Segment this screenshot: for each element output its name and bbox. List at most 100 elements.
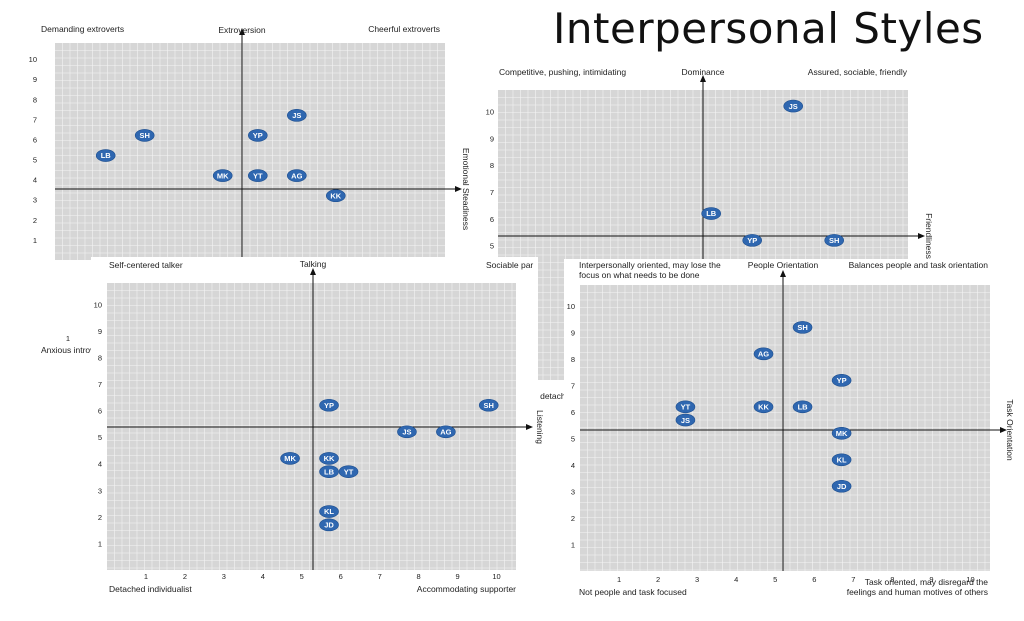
x-tick-label: 8 [890,575,894,584]
point-marker [212,169,233,182]
horizontal-axis-arrow [526,424,533,430]
data-point: JD [319,518,339,532]
point-marker [753,400,774,414]
y-tick-label: 9 [33,75,37,84]
y-tick-label: 8 [490,161,494,170]
point-label: SH [829,236,839,245]
x-tick-label: 5 [773,575,777,584]
x-tick-label: 5 [300,572,304,581]
y-tick-label: 7 [571,382,575,391]
vertical-axis-arrow [700,75,706,82]
data-point: JS [783,99,804,113]
corner-label-top-left: Competitive, pushing, intimidating [499,67,626,77]
corner-label-top-left: Interpersonally oriented, may lose the fo… [579,260,721,280]
corner-label-top-left: Demanding extroverts [41,24,124,34]
data-point: SH [792,321,813,334]
data-point: SH [478,398,499,412]
point-marker [319,398,339,412]
point-marker [319,465,339,478]
plot-area [580,285,990,571]
chart-talking: Talking Listening Self-centered talker Soci… [91,257,545,594]
y-tick-label: 4 [33,176,37,185]
corner-label-bottom-left: Detached individualist [109,584,192,594]
x-tick-label: 2 [183,572,187,581]
corner-label-bottom-left: Anxious introve [41,345,99,355]
y-tick-label: 5 [490,242,494,251]
y-tick-label: 6 [33,135,37,144]
x-tick-label: 4 [734,575,738,584]
horizontal-axis-arrow [918,233,925,239]
y-tick-label: 6 [571,408,575,417]
data-point: SH [824,234,845,247]
point-label: MK [217,171,229,180]
point-marker [286,109,307,122]
corner-label-top-right: Sociable par [486,260,533,270]
x-tick-label: 8 [417,572,421,581]
y-tick-label: 2 [98,513,102,522]
axis-top-label: Extroversion [218,25,266,35]
data-point: KL [319,505,339,518]
point-marker [701,207,722,220]
point-label: LB [798,403,809,412]
point-marker [397,425,417,439]
data-point: JS [397,425,417,439]
y-tick-label: 1 [98,539,102,548]
data-point: MK [212,169,233,182]
point-marker [792,400,813,414]
y-tick-label: 7 [33,115,37,124]
point-label: YP [747,236,757,245]
point-marker [824,234,845,247]
y-tick-label: 10 [94,300,102,309]
y-tick-label: 3 [33,196,37,205]
y-tick-label: 5 [98,433,102,442]
y-tick-label: 10 [29,55,37,64]
point-label: JS [789,102,798,111]
point-label: AG [440,428,451,437]
data-point: LB [319,465,339,478]
point-label: KK [758,403,769,412]
corner-label-bottom-right: Task oriented, may disregard the feelings… [847,577,989,597]
data-point: LB [95,149,116,162]
point-marker [319,505,339,518]
point-label: YT [344,467,354,476]
data-point: YP [831,374,852,387]
y-tick-label: 7 [490,188,494,197]
y-tick-label: 2 [571,514,575,523]
point-label: YT [681,403,691,412]
point-label: MK [836,429,848,438]
y-tick-label: 6 [490,215,494,224]
axis-right-label: Friendliness [924,213,934,259]
y-tick-label: 8 [33,95,37,104]
point-label: KK [324,454,335,463]
y-tick-label: 5 [571,435,575,444]
vertical-axis-arrow [310,268,316,275]
data-point: KL [831,453,852,467]
point-marker [478,398,499,412]
y-tick-label: 1 [571,541,575,550]
point-marker [675,400,696,414]
data-point: YP [319,398,339,412]
vertical-axis-arrow [239,28,245,35]
point-marker [338,465,359,478]
axis-right-label: Emotional Steadiness [461,148,471,230]
x-tick-label: 1 [144,572,148,581]
y-tick-label: 3 [98,486,102,495]
data-point: AG [286,169,307,182]
data-point: YP [742,234,763,247]
point-label: KL [837,455,847,464]
x-tick-label: 6 [339,572,343,581]
point-label: SH [797,323,807,332]
x-tick-label: 3 [222,572,226,581]
data-point: JS [675,413,696,427]
data-point: YT [675,400,696,414]
data-point: AG [753,347,774,361]
y-tick-label: 5 [33,156,37,165]
y-tick-label: 9 [490,134,494,143]
axis-right-label: Listening [535,410,545,444]
data-point: MK [831,426,852,440]
point-label: LB [706,209,717,218]
point-marker [95,149,116,162]
x-tick-label: 7 [378,572,382,581]
point-marker [792,321,813,334]
point-marker [742,234,763,247]
